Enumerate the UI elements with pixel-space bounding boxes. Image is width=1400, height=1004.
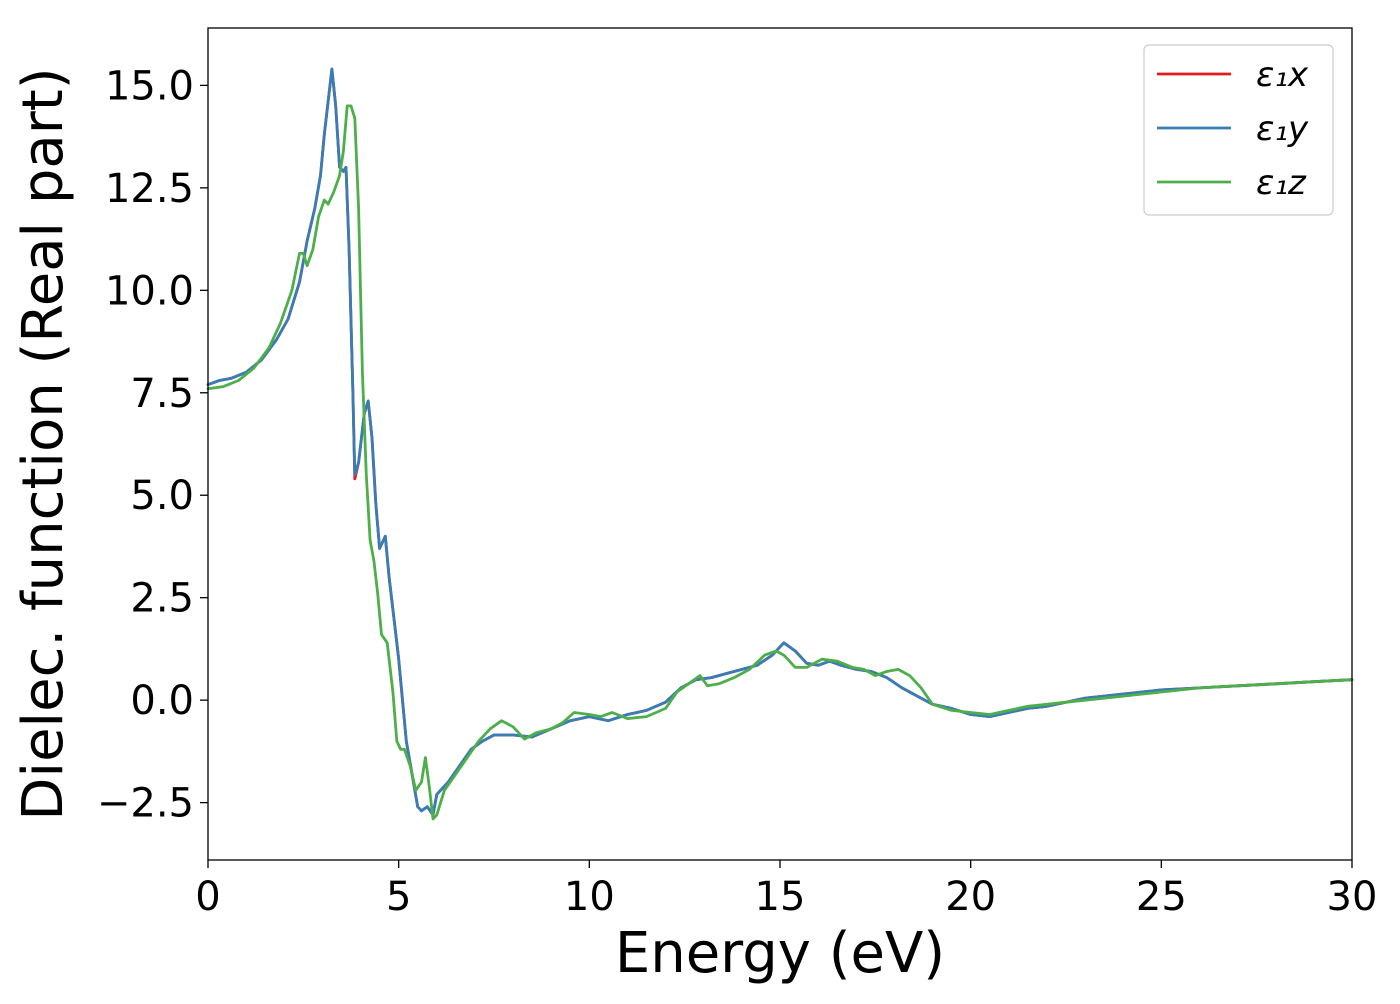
x-tick-label: 15 xyxy=(755,874,806,920)
legend: ε₁x ε₁y ε₁z xyxy=(1143,44,1334,216)
legend-items: ε₁x ε₁y ε₁z xyxy=(1157,55,1309,203)
y-tick-label: 7.5 xyxy=(130,371,194,417)
x-tick-label: 5 xyxy=(386,874,411,920)
y-axis-label: Dielec. function (Real part) xyxy=(11,67,76,820)
y-tick-label: 0.0 xyxy=(130,678,194,724)
legend-box xyxy=(1143,44,1334,216)
y-tick-label: 2.5 xyxy=(130,576,194,622)
y-axis-ticks: −2.5 0.0 2.5 5.0 7.5 10.0 12.5 15.0 xyxy=(97,63,208,827)
y-tick-label: 15.0 xyxy=(105,63,194,109)
y-tick-label: 5.0 xyxy=(130,473,194,519)
x-tick-label: 0 xyxy=(195,874,220,920)
x-axis-ticks: 0 5 10 15 20 25 30 xyxy=(195,860,1377,920)
legend-label-1: ε₁x xyxy=(1256,55,1309,95)
y-tick-label: −2.5 xyxy=(97,781,194,827)
x-tick-label: 25 xyxy=(1136,874,1187,920)
legend-label-3: ε₁z xyxy=(1256,163,1307,203)
series-line-3 xyxy=(206,104,1354,821)
x-tick-label: 20 xyxy=(945,874,996,920)
x-axis-label: Energy (eV) xyxy=(615,921,945,986)
legend-label-2: ε₁y xyxy=(1256,109,1309,149)
series-layer xyxy=(206,67,1354,821)
y-tick-label: 10.0 xyxy=(105,268,194,314)
x-tick-label: 10 xyxy=(564,874,615,920)
y-tick-label: 12.5 xyxy=(105,166,194,212)
x-tick-label: 30 xyxy=(1327,874,1378,920)
